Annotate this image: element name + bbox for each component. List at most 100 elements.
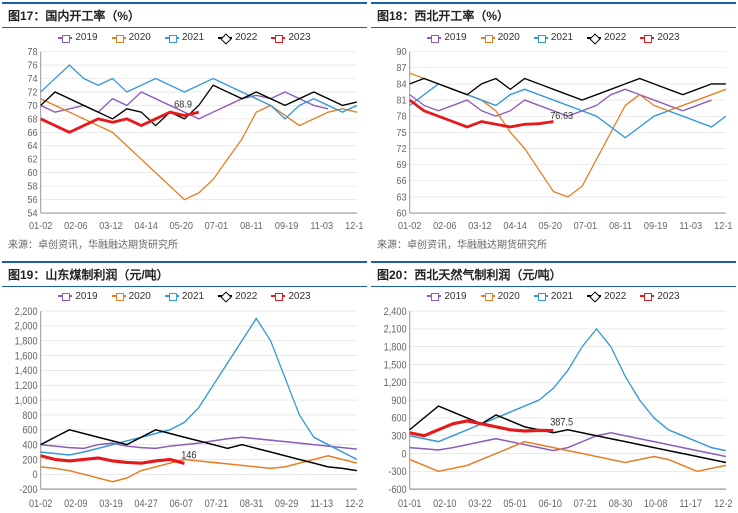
legend: 20192020202120222023 <box>2 28 367 47</box>
svg-text:56: 56 <box>27 195 38 207</box>
svg-text:12-27: 12-27 <box>714 498 732 509</box>
chart-title: 图19：山东煤制利润（元/吨） <box>2 261 367 287</box>
svg-text:2,200: 2,200 <box>15 306 38 318</box>
svg-text:-300: -300 <box>388 466 407 478</box>
svg-text:01-02: 01-02 <box>29 498 53 509</box>
svg-text:2,400: 2,400 <box>384 306 407 318</box>
svg-text:66: 66 <box>27 127 38 139</box>
svg-text:12-12: 12-12 <box>714 221 732 232</box>
svg-text:06-07: 06-07 <box>169 498 193 509</box>
svg-text:78: 78 <box>396 111 407 123</box>
svg-text:0: 0 <box>402 448 407 460</box>
svg-text:387.5: 387.5 <box>550 416 573 428</box>
legend-item: 2023 <box>271 291 310 302</box>
svg-text:09-19: 09-19 <box>644 221 667 232</box>
chart-area: 5456586062646668707274767801-0202-0603-1… <box>2 47 367 234</box>
svg-text:11-13: 11-13 <box>310 498 333 509</box>
svg-text:1,500: 1,500 <box>384 359 407 371</box>
svg-text:04-14: 04-14 <box>134 221 158 232</box>
svg-text:1,000: 1,000 <box>15 395 38 407</box>
legend-item: 2021 <box>165 291 204 302</box>
chart-source: 来源：卓创资讯，华融融达期货研究所 <box>2 234 367 253</box>
svg-text:62: 62 <box>27 154 37 166</box>
svg-text:12-21: 12-21 <box>345 498 363 509</box>
legend-item: 2021 <box>534 32 573 43</box>
svg-text:01-01: 01-01 <box>398 498 422 509</box>
legend-item: 2019 <box>58 291 97 302</box>
svg-text:02-09: 02-09 <box>64 498 88 509</box>
svg-text:900: 900 <box>391 395 407 407</box>
svg-text:03-12: 03-12 <box>99 221 122 232</box>
chart-area: -600-30003006009001,2001,5001,8002,1002,… <box>371 306 736 512</box>
chart-panel-c20: 图20：西北天然气制利润（元/吨）20192020202120222023-60… <box>371 261 736 512</box>
svg-text:800: 800 <box>22 409 38 421</box>
svg-text:1,200: 1,200 <box>15 380 38 392</box>
svg-text:72: 72 <box>27 87 37 99</box>
svg-text:03-19: 03-19 <box>99 498 123 509</box>
svg-text:1,800: 1,800 <box>384 341 407 353</box>
legend-item: 2021 <box>165 32 204 43</box>
svg-text:1,400: 1,400 <box>15 365 38 377</box>
svg-text:07-21: 07-21 <box>205 498 229 509</box>
legend-item: 2020 <box>112 291 151 302</box>
svg-text:69: 69 <box>396 160 406 172</box>
legend: 20192020202120222023 <box>371 287 736 306</box>
svg-text:05-01: 05-01 <box>503 498 527 509</box>
chart-panel-c17: 图17：国内开工率（%）2019202020212022202354565860… <box>2 2 367 253</box>
svg-text:09-29: 09-29 <box>275 498 299 509</box>
svg-text:76.63: 76.63 <box>550 110 573 122</box>
svg-text:-600: -600 <box>388 484 407 496</box>
svg-text:84: 84 <box>396 79 407 91</box>
svg-text:08-31: 08-31 <box>240 498 264 509</box>
svg-text:68.9: 68.9 <box>174 99 192 111</box>
legend-item: 2022 <box>587 32 626 43</box>
svg-text:63: 63 <box>396 192 407 204</box>
svg-text:400: 400 <box>22 439 38 451</box>
svg-text:60: 60 <box>27 168 38 180</box>
svg-text:07-21: 07-21 <box>574 498 598 509</box>
svg-text:66: 66 <box>396 176 407 188</box>
svg-text:06-10: 06-10 <box>538 498 562 509</box>
svg-text:76: 76 <box>27 60 38 72</box>
svg-text:146: 146 <box>181 449 197 461</box>
svg-text:08-11: 08-11 <box>609 221 632 232</box>
svg-text:02-06: 02-06 <box>64 221 88 232</box>
chart-area: -20002004006008001,0001,2001,4001,6001,8… <box>2 306 367 512</box>
chart-title: 图18：西北开工率（%） <box>371 2 736 28</box>
svg-text:600: 600 <box>391 412 407 424</box>
legend-item: 2023 <box>640 291 679 302</box>
svg-text:-200: -200 <box>19 484 38 496</box>
svg-text:07-01: 07-01 <box>205 221 228 232</box>
legend: 20192020202120222023 <box>371 28 736 47</box>
svg-text:600: 600 <box>22 424 38 436</box>
legend-item: 2020 <box>481 32 520 43</box>
chart-panel-c18: 图18：西北开工率（%）2019202020212022202360636669… <box>371 2 736 253</box>
svg-text:09-19: 09-19 <box>275 221 298 232</box>
svg-text:05-20: 05-20 <box>538 221 562 232</box>
legend-item: 2020 <box>112 32 151 43</box>
svg-text:75: 75 <box>396 127 407 139</box>
svg-text:02-10: 02-10 <box>433 498 457 509</box>
svg-text:78: 78 <box>27 47 38 58</box>
svg-text:01-02: 01-02 <box>29 221 52 232</box>
svg-text:08-30: 08-30 <box>609 498 633 509</box>
svg-text:12-12: 12-12 <box>345 221 363 232</box>
svg-text:200: 200 <box>22 454 38 466</box>
chart-title: 图17：国内开工率（%） <box>2 2 367 28</box>
legend-item: 2022 <box>218 291 257 302</box>
svg-text:87: 87 <box>396 63 406 75</box>
svg-text:68: 68 <box>27 114 38 126</box>
svg-text:11-17: 11-17 <box>679 498 702 509</box>
svg-text:0: 0 <box>33 469 38 481</box>
svg-text:10-08: 10-08 <box>644 498 668 509</box>
legend-item: 2020 <box>481 291 520 302</box>
chart-area: 606366697275788184879001-0202-0603-1204-… <box>371 47 736 234</box>
legend-item: 2019 <box>427 291 466 302</box>
svg-text:81: 81 <box>396 95 406 107</box>
svg-text:03-12: 03-12 <box>468 221 491 232</box>
svg-text:74: 74 <box>27 74 38 86</box>
svg-text:11-03: 11-03 <box>679 221 702 232</box>
legend-item: 2021 <box>534 291 573 302</box>
chart-panel-c19: 图19：山东煤制利润（元/吨） 2019 2020 2021 2022 2023 -200 0… <box>2 261 367 512</box>
svg-text:72: 72 <box>396 143 406 155</box>
